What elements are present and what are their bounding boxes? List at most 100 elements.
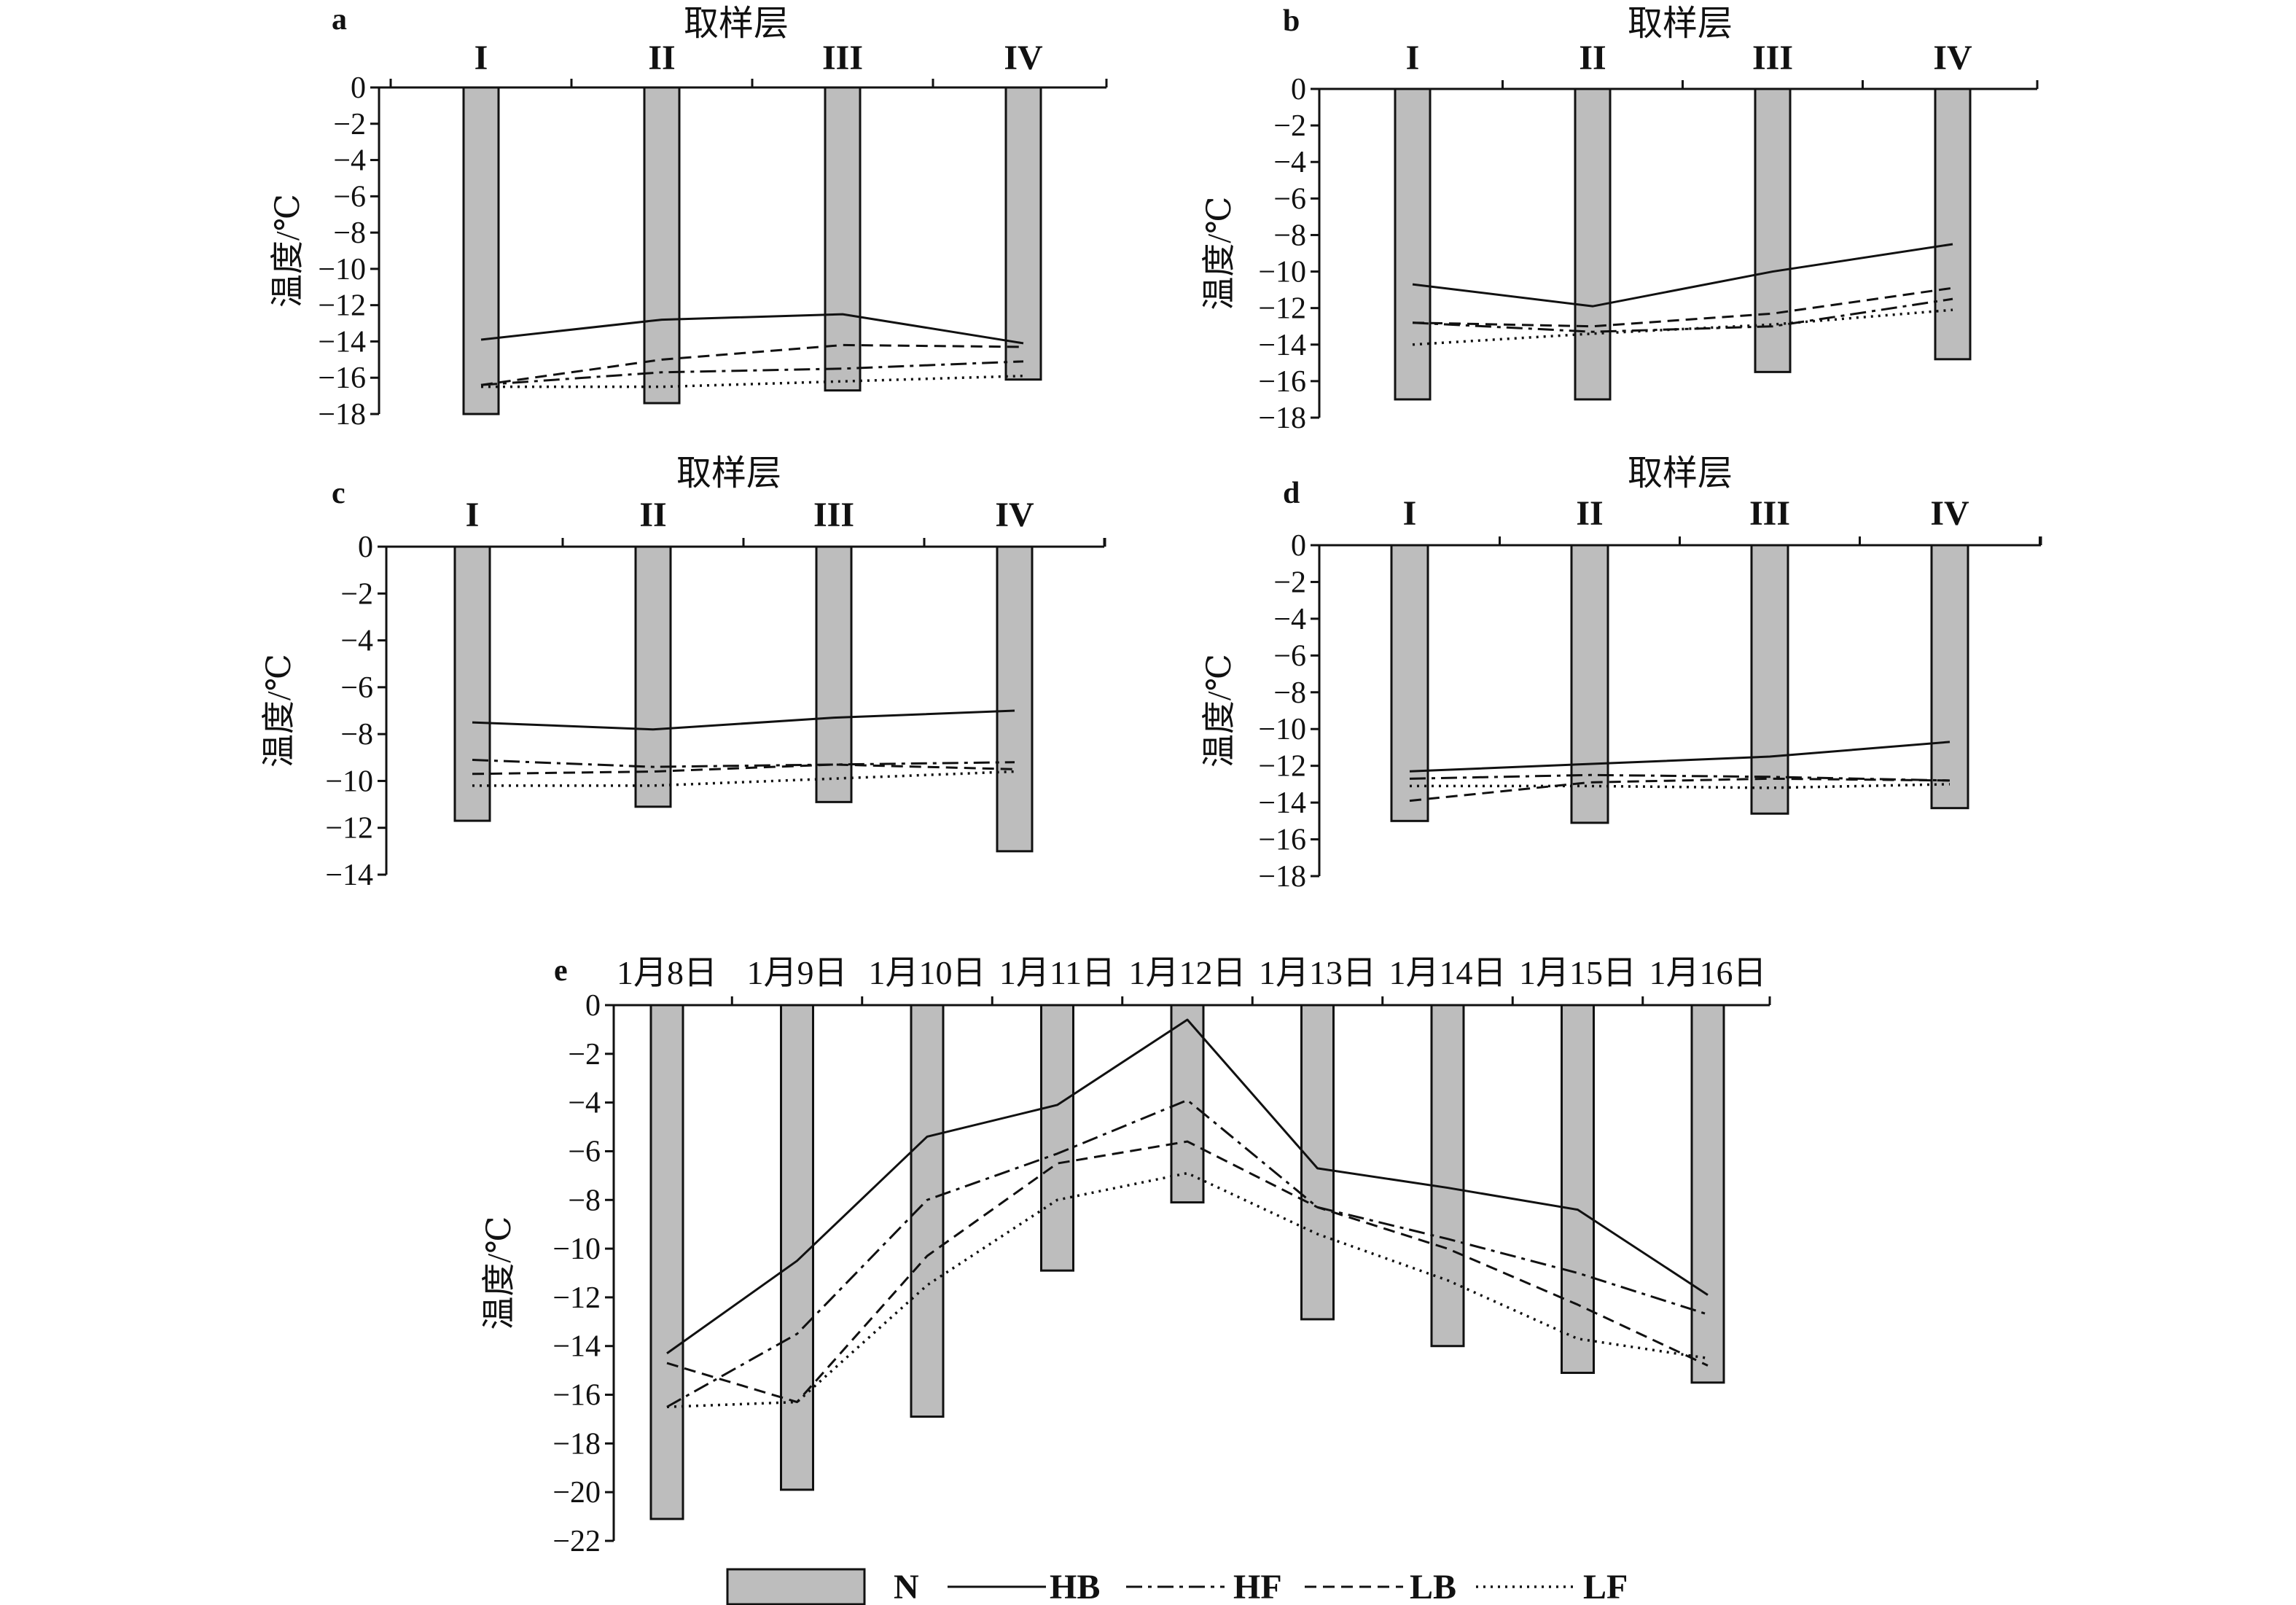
series-line-e-HB [666, 1018, 1709, 1354]
bar-e-N-5 [1300, 1004, 1335, 1321]
y-axis-title-c: 温度/℃ [260, 654, 297, 768]
category-label-e-4: 1月12日 [1129, 954, 1246, 991]
bar-a-N-3 [1004, 86, 1042, 381]
y-tick-label-c-0: 0 [358, 531, 373, 564]
bar-d-N-1 [1570, 544, 1609, 824]
series-line-d-HB [1409, 741, 1951, 773]
y-tick-label-e-2: −2 [568, 1038, 601, 1071]
bar-c-N-0 [453, 545, 491, 822]
bar-e-N-0 [649, 1004, 684, 1520]
y-tick-label-a-12: −12 [318, 289, 366, 323]
y-tick-label-c-8: −8 [340, 718, 373, 751]
bar-b-N-1 [1574, 87, 1612, 401]
category-label-c-1: II [639, 496, 666, 534]
bar-d-N-3 [1930, 544, 1969, 810]
panel-label-b: b [1283, 4, 1300, 38]
y-axis-title-e: 温度/℃ [480, 1216, 518, 1329]
y-axis-title-b: 温度/℃ [1200, 196, 1238, 310]
bar-a-N-2 [824, 86, 862, 392]
bar-e-N-6 [1430, 1004, 1465, 1348]
series-line-c-LB [472, 763, 1015, 776]
y-tick-label-b-16: −16 [1258, 365, 1306, 399]
panel-label-a: a [332, 3, 347, 36]
bar-b-N-3 [1934, 87, 1972, 361]
y-tick-label-b-6: −6 [1273, 182, 1306, 216]
series-line-d-LF [1410, 783, 1951, 789]
category-label-e-7: 1月15日 [1519, 954, 1636, 991]
legend-label-lb: LB [1410, 1568, 1456, 1605]
legend-swatch-n [726, 1568, 866, 1605]
panel-label-d: d [1283, 477, 1300, 510]
category-label-e-6: 1月14日 [1389, 954, 1507, 991]
y-tick-label-a-16: −16 [318, 362, 366, 395]
bar-a-N-1 [643, 86, 681, 405]
y-tick-label-c-10: −10 [325, 765, 373, 798]
panel-label-c: c [332, 477, 345, 510]
legend-label-lf: LF [1583, 1568, 1628, 1605]
legend-label-n: N [894, 1568, 919, 1605]
y-tick-label-d-12: −12 [1258, 750, 1306, 784]
category-label-a-0: I [475, 39, 488, 77]
series-line-a-LF [481, 374, 1024, 388]
y-tick-label-c-14: −14 [325, 859, 373, 892]
category-label-a-1: II [648, 39, 675, 77]
y-tick-label-a-2: −2 [333, 108, 366, 141]
y-tick-label-e-22: −22 [552, 1525, 601, 1558]
y-tick-label-d-14: −14 [1258, 786, 1306, 820]
bar-b-N-2 [1754, 87, 1792, 373]
y-tick-label-e-20: −20 [552, 1476, 601, 1510]
bar-a-N-0 [462, 86, 500, 415]
series-line-e-LB [666, 1140, 1709, 1404]
category-label-c-2: III [813, 496, 854, 534]
y-tick-label-d-4: −4 [1273, 603, 1306, 636]
category-label-b-1: II [1579, 39, 1606, 77]
y-tick-label-d-2: −2 [1273, 566, 1306, 599]
category-label-e-8: 1月16日 [1649, 954, 1767, 991]
category-label-b-0: I [1406, 39, 1420, 77]
bar-e-N-3 [1040, 1004, 1074, 1272]
y-tick-label-b-12: −12 [1258, 292, 1306, 326]
x-axis-title-a: 取样层 [684, 4, 789, 43]
series-line-d-HF [1409, 773, 1951, 782]
y-tick-label-a-18: −18 [318, 398, 366, 431]
category-label-b-3: IV [1933, 39, 1972, 77]
category-label-e-3: 1月11日 [999, 954, 1115, 991]
bar-c-N-1 [634, 545, 672, 808]
y-tick-label-d-16: −16 [1258, 824, 1306, 857]
y-tick-label-e-12: −12 [552, 1281, 601, 1315]
y-tick-label-a-6: −6 [333, 180, 366, 214]
y-tick-label-d-8: −8 [1273, 676, 1306, 710]
x-axis-title-d: 取样层 [1628, 454, 1733, 493]
legend: N HB HF LB LF [726, 1568, 1628, 1605]
series-line-e-HF [666, 1098, 1709, 1408]
y-tick-label-d-0: 0 [1291, 529, 1306, 563]
y-axis-title-a: 温度/℃ [269, 194, 306, 308]
category-label-e-1: 1月9日 [747, 954, 848, 991]
y-tick-label-a-0: 0 [351, 71, 366, 105]
y-tick-label-c-12: −12 [325, 812, 373, 846]
y-tick-label-a-14: −14 [318, 325, 366, 359]
y-tick-label-b-8: −8 [1273, 219, 1306, 252]
category-label-d-1: II [1576, 494, 1603, 533]
y-tick-label-b-18: −18 [1258, 402, 1306, 435]
y-tick-label-c-4: −4 [340, 625, 373, 658]
y-tick-label-a-10: −10 [318, 253, 366, 286]
category-label-a-3: IV [1004, 39, 1043, 77]
y-tick-label-b-10: −10 [1258, 256, 1306, 289]
y-tick-label-e-14: −14 [552, 1330, 601, 1364]
bar-e-N-7 [1561, 1004, 1595, 1374]
y-tick-label-b-4: −4 [1273, 146, 1306, 179]
series-line-c-HB [472, 709, 1015, 731]
legend-label-hf: HF [1233, 1568, 1282, 1605]
y-axis-title-d: 温度/℃ [1200, 654, 1238, 768]
y-tick-label-b-14: −14 [1258, 329, 1306, 362]
y-tick-label-e-18: −18 [552, 1427, 601, 1461]
series-line-c-HF [472, 759, 1015, 768]
bar-d-N-0 [1390, 544, 1429, 822]
y-tick-label-e-10: −10 [552, 1233, 601, 1266]
